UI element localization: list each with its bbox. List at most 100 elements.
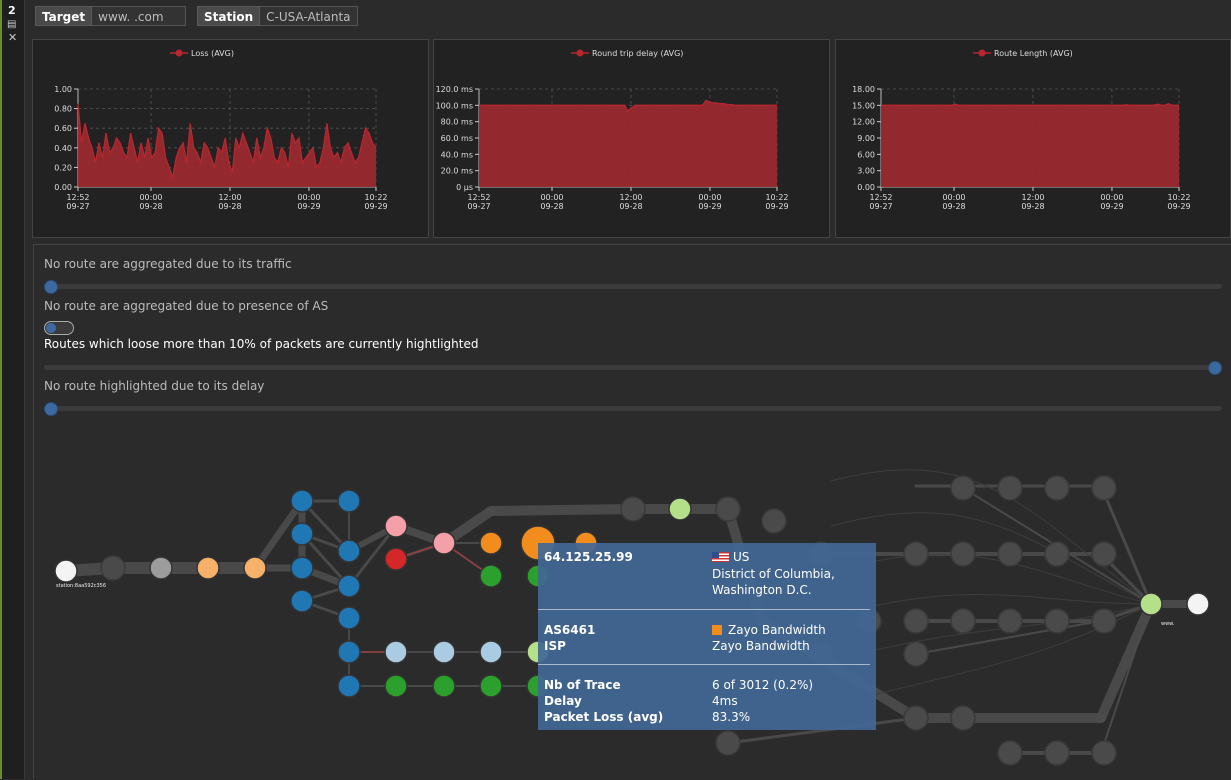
y-tick-label: 0.00 — [857, 183, 875, 192]
station-value[interactable]: C-USA-Atlanta — [260, 6, 358, 26]
route-node — [337, 539, 361, 563]
loss-highlight-label: Routes which loose more than 10% of pack… — [44, 337, 479, 351]
route-node — [903, 608, 929, 634]
y-tick-label: 15.00 — [852, 101, 875, 110]
x-tick-label: 00:00 — [297, 193, 320, 202]
x-tick-label: 12:00 — [619, 193, 642, 202]
route-node — [1139, 592, 1163, 616]
route-node — [290, 489, 314, 513]
station-field: Station C-USA-Atlanta — [197, 6, 358, 26]
target-value[interactable]: www. .com — [92, 6, 187, 26]
x-tick-date: 09-29 — [297, 202, 320, 211]
route-node — [1186, 592, 1210, 616]
loss-slider-knob[interactable] — [1208, 361, 1222, 375]
route-node — [479, 564, 503, 588]
us-flag-icon — [712, 552, 729, 562]
route-edge — [1099, 484, 1153, 606]
x-tick-label: 12:52 — [467, 193, 490, 202]
loss-slider-track[interactable] — [44, 365, 1222, 370]
route-edge — [1096, 599, 1156, 723]
route-node — [950, 475, 976, 501]
route-node — [715, 730, 741, 756]
as-color-icon — [712, 625, 722, 635]
route-node — [903, 705, 929, 731]
x-tick-date: 09-27 — [869, 202, 892, 211]
traffic-slider-knob[interactable] — [44, 280, 58, 294]
route-node — [903, 541, 929, 567]
y-tick-label: 12.00 — [852, 118, 875, 127]
legend-swatch-dot — [576, 49, 584, 57]
series-area — [78, 103, 376, 187]
route-node — [100, 555, 126, 581]
tooltip-loss-value: 83.3% — [712, 710, 751, 724]
x-tick-label: 00:00 — [1100, 193, 1123, 202]
route-node — [479, 640, 503, 664]
chart-legend-label: Loss (AVG) — [191, 49, 234, 58]
x-tick-label: 00:00 — [698, 193, 721, 202]
chart-legend-label: Route Length (AVG) — [994, 49, 1073, 58]
destination-node-label: www. — [1161, 621, 1175, 627]
traffic-slider-track[interactable] — [44, 284, 1222, 289]
tooltip-delay-value: 4ms — [712, 694, 738, 708]
list-icon[interactable]: ▤ — [7, 19, 17, 30]
delay-slider-track[interactable] — [44, 406, 1222, 411]
panel-number[interactable]: 2 — [8, 4, 16, 17]
chart-body: Loss (AVG)0.000.200.400.600.801.0012:520… — [54, 49, 387, 211]
y-tick-label: 0.20 — [54, 163, 72, 172]
route-node — [337, 640, 361, 664]
tooltip-ip: 64.125.25.99 — [544, 550, 633, 564]
series-area — [881, 103, 1179, 187]
series-line — [77, 103, 377, 180]
tooltip-divider — [538, 664, 870, 665]
target-field: Target www. .com — [35, 6, 187, 26]
x-tick-label: 12:52 — [869, 193, 892, 202]
station-label: Station — [197, 6, 261, 26]
x-tick-label: 10:22 — [364, 193, 387, 202]
series-line — [479, 99, 777, 113]
route-node — [337, 606, 361, 630]
route-node — [479, 531, 503, 555]
x-tick-date: 09-28 — [1021, 202, 1044, 211]
as-toggle-knob — [46, 323, 56, 333]
delay-slider-knob[interactable] — [44, 402, 58, 416]
tooltip-delay-label: Delay — [544, 694, 582, 708]
route-node — [432, 640, 456, 664]
route-node — [290, 589, 314, 613]
route-edge — [915, 620, 1102, 655]
tooltip-divider — [538, 609, 870, 610]
route-node — [290, 522, 314, 546]
route-node — [1091, 740, 1117, 766]
x-tick-date: 09-28 — [139, 202, 162, 211]
x-tick-date: 09-29 — [765, 202, 788, 211]
route-node — [337, 674, 361, 698]
legend-swatch-dot — [978, 49, 986, 57]
traffic-aggregation-label: No route are aggregated due to its traff… — [44, 257, 292, 271]
close-icon[interactable]: ✕ — [8, 31, 18, 44]
tooltip-loss-label: Packet Loss (avg) — [544, 710, 664, 724]
route-node — [668, 497, 692, 521]
route-edge — [830, 593, 1152, 617]
route-edge — [1100, 603, 1152, 754]
route-node — [1044, 541, 1070, 567]
as-aggregation-label: No route are aggregated due to presence … — [44, 299, 329, 313]
x-tick-date: 09-27 — [66, 202, 89, 211]
loss-chart-panel: Loss (AVG) 0.00 0.20 0.40 0.60 0.80 1.00 12:52 0… — [32, 39, 429, 238]
route-node — [1044, 740, 1070, 766]
route-node — [290, 556, 314, 580]
route-node — [761, 508, 787, 534]
route-node — [1091, 608, 1117, 634]
loss-chart: Loss (AVG)0.000.200.400.600.801.0012:520… — [54, 49, 387, 211]
x-tick-date: 09-27 — [467, 202, 490, 211]
as-toggle[interactable] — [44, 321, 74, 335]
x-tick-label: 00:00 — [139, 193, 162, 202]
route-node — [54, 559, 78, 583]
x-tick-label: 00:00 — [942, 193, 965, 202]
route-edge — [347, 524, 398, 588]
route-node — [950, 608, 976, 634]
y-tick-label: 6.00 — [857, 150, 875, 159]
route-edge — [251, 497, 306, 572]
source-node-label: station:8aa592c356 — [56, 583, 106, 589]
y-tick-label: 0.00 — [54, 183, 72, 192]
tooltip-isp-label: ISP — [544, 639, 566, 653]
y-tick-label: 18.00 — [852, 85, 875, 94]
